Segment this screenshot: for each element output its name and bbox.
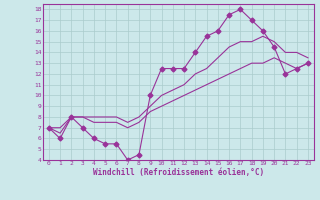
X-axis label: Windchill (Refroidissement éolien,°C): Windchill (Refroidissement éolien,°C) (93, 168, 264, 177)
